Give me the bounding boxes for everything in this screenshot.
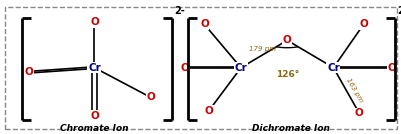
Text: 2-: 2-: [174, 6, 184, 16]
Text: O: O: [282, 35, 291, 45]
Text: Cr: Cr: [88, 63, 101, 73]
Text: O: O: [90, 111, 99, 120]
Text: O: O: [200, 19, 208, 29]
Text: 126°: 126°: [275, 70, 298, 79]
Text: O: O: [90, 17, 99, 27]
Text: O: O: [146, 92, 154, 102]
Text: 179 pm: 179 pm: [248, 46, 275, 52]
Text: O: O: [386, 63, 395, 73]
Text: O: O: [358, 19, 367, 29]
Text: 2-: 2-: [396, 6, 401, 16]
Text: O: O: [180, 63, 189, 73]
Text: Chromate Ion: Chromate Ion: [60, 124, 128, 133]
Text: O: O: [24, 67, 33, 77]
Text: O: O: [354, 108, 363, 118]
Text: Cr: Cr: [326, 63, 339, 73]
Text: Dichromate Ion: Dichromate Ion: [251, 124, 328, 133]
Text: 163 pm: 163 pm: [344, 77, 363, 104]
Text: Cr: Cr: [234, 63, 247, 73]
Text: O: O: [204, 106, 213, 116]
